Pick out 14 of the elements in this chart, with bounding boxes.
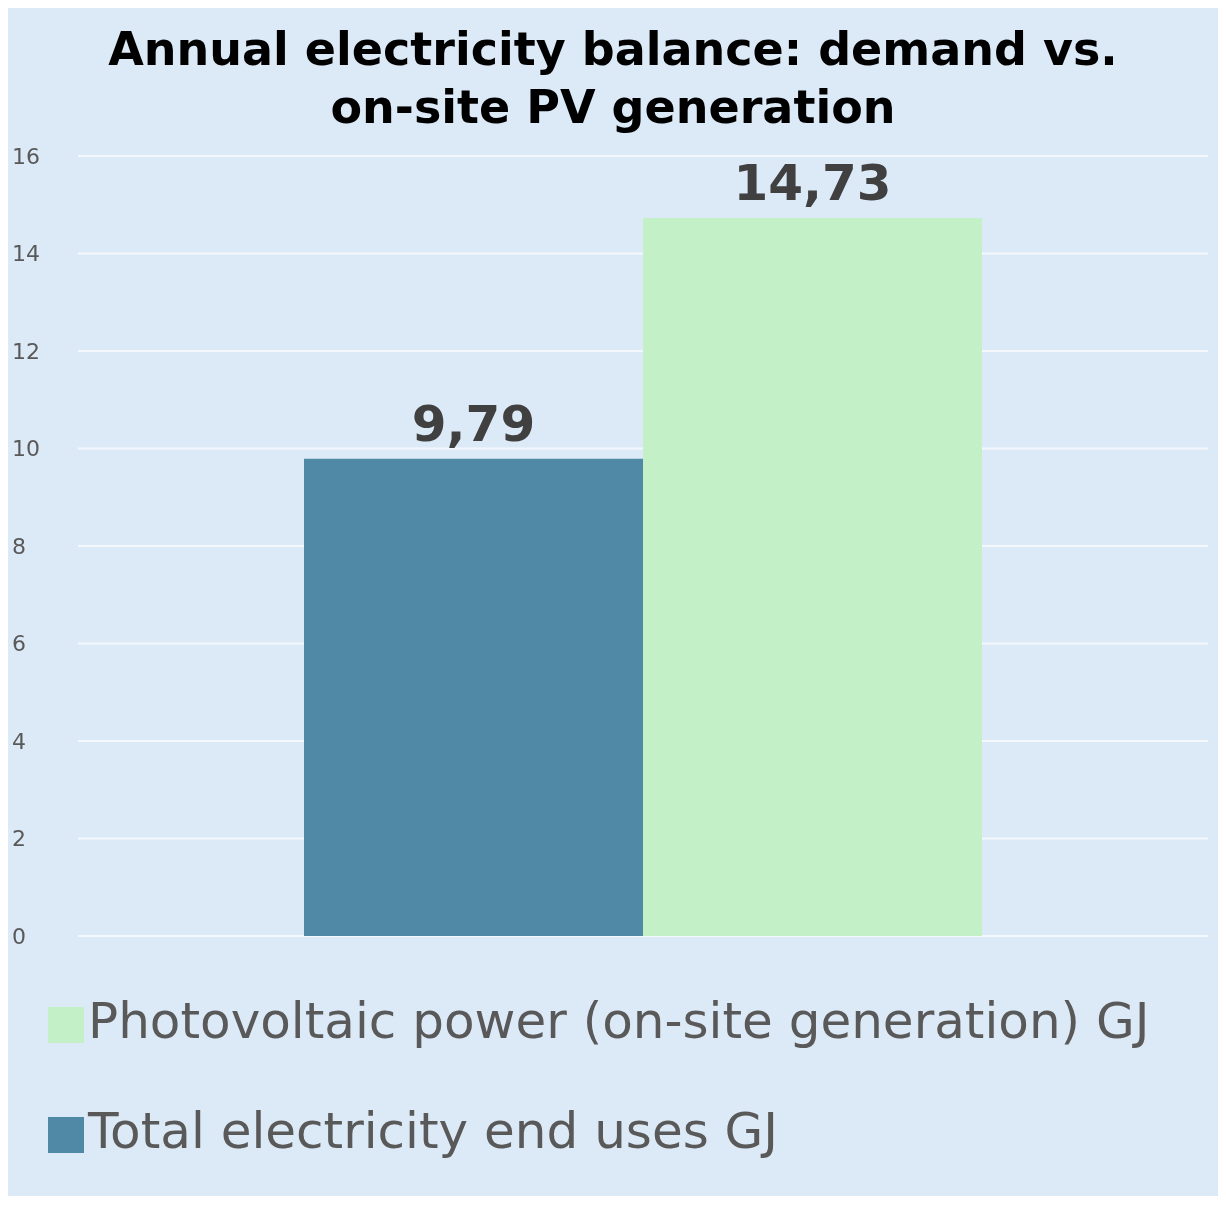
data-label: 14,73 [733,153,892,212]
y-tick-label: 0 [12,923,26,949]
legend-label: Total electricity end uses GJ [88,1102,779,1160]
y-tick-label: 10 [12,436,40,462]
y-tick-label: 6 [12,631,26,657]
y-tick-label: 12 [12,338,40,364]
data-label: 9,79 [411,394,536,453]
y-tick-label: 14 [12,241,40,267]
y-tick-label: 8 [12,533,26,559]
y-tick-label: 2 [12,826,26,852]
legend-label: Photovoltaic power (on-site generation) GJ [88,992,1150,1050]
y-tick-label: 4 [12,728,26,754]
chart-title: Annual electricity balance: demand vs. on-site PV generation [107,21,1119,136]
y-tick-label: 16 [12,143,40,169]
